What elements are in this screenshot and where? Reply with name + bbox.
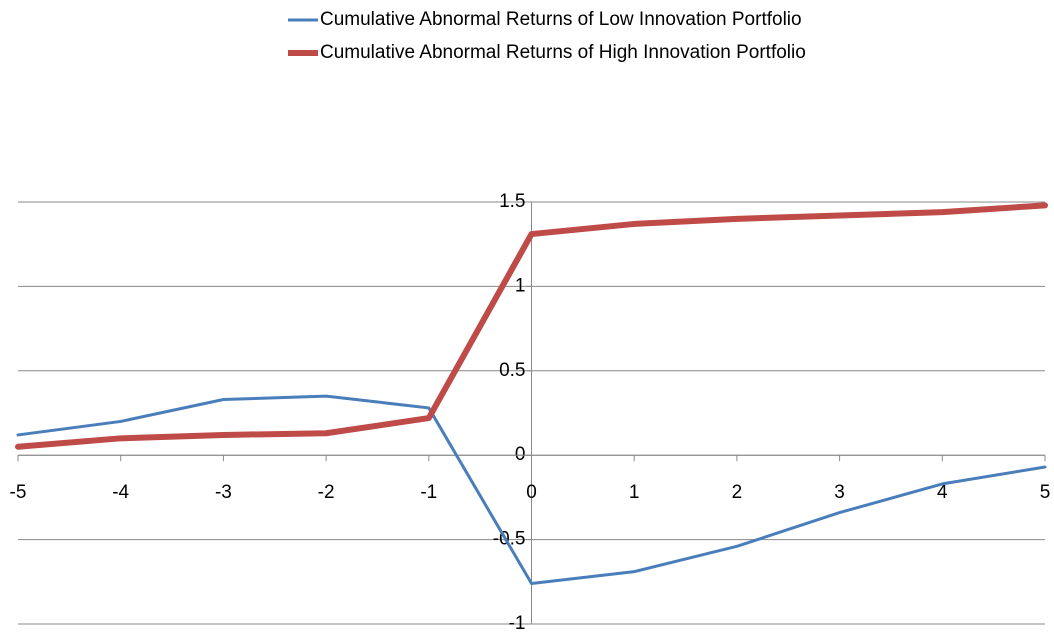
x-tick-label: -5 — [10, 482, 27, 503]
x-tick-label: -3 — [215, 482, 232, 503]
y-tick-label: 1 — [515, 275, 526, 296]
y-tick-label: 1.5 — [499, 191, 525, 212]
x-tick-label: 0 — [526, 482, 537, 503]
x-tick-label: 2 — [732, 482, 743, 503]
y-tick-label: -1 — [509, 613, 526, 634]
x-tick-label: 3 — [834, 482, 845, 503]
x-tick-label: 4 — [937, 482, 948, 503]
series-line — [15, 202, 1048, 450]
y-tick-label: 0.5 — [499, 360, 525, 381]
series-line — [16, 394, 1047, 585]
x-tick-label: 5 — [1040, 482, 1051, 503]
x-tick-label: -2 — [318, 482, 335, 503]
x-tick-label: 1 — [629, 482, 640, 503]
legend-label: Cumulative Abnormal Returns of High Inno… — [320, 42, 806, 63]
legend-label: Cumulative Abnormal Returns of Low Innov… — [320, 9, 802, 30]
x-tick-label: -1 — [420, 482, 437, 503]
x-tick-label: -4 — [112, 482, 129, 503]
